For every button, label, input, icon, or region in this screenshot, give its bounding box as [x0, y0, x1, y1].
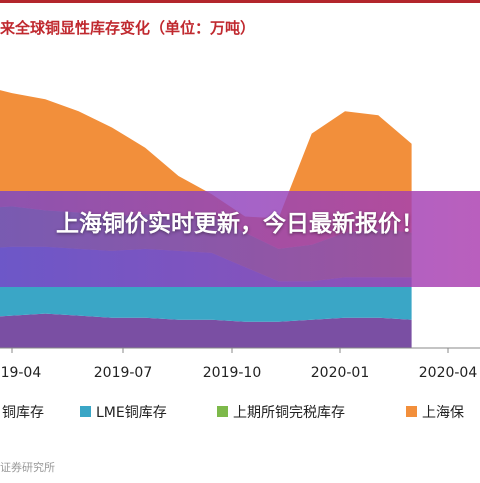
legend-label: 铜库存	[2, 405, 44, 421]
legend: 铜库存 LME铜库存 上期所铜完税库存 上海保	[2, 405, 464, 421]
x-axis: 2019-04 2019-07 2019-10 2020-01 2020-04	[0, 347, 480, 381]
legend-swatch	[80, 406, 91, 417]
source-note: 证券研究所	[0, 461, 55, 474]
legend-label: 上海保	[422, 405, 464, 421]
x-tick-label: 2019-04	[0, 365, 41, 381]
legend-swatch	[406, 406, 417, 417]
area-1	[0, 313, 412, 348]
x-tick-label: 2019-10	[203, 365, 262, 381]
headline-banner: 上海铜价实时更新，今日最新报价！	[0, 191, 480, 287]
legend-swatch	[217, 406, 228, 417]
legend-label: 上期所铜完税库存	[233, 405, 345, 421]
x-tick-label: 2019-07	[94, 365, 153, 381]
x-tick-label: 2020-01	[311, 365, 370, 381]
x-tick-label: 2020-04	[419, 365, 478, 381]
chart-title: 来全球铜显性库存变化（单位：万吨）	[0, 19, 256, 37]
headline-text: 上海铜价实时更新，今日最新报价！	[56, 211, 424, 237]
legend-label: LME铜库存	[96, 405, 167, 421]
